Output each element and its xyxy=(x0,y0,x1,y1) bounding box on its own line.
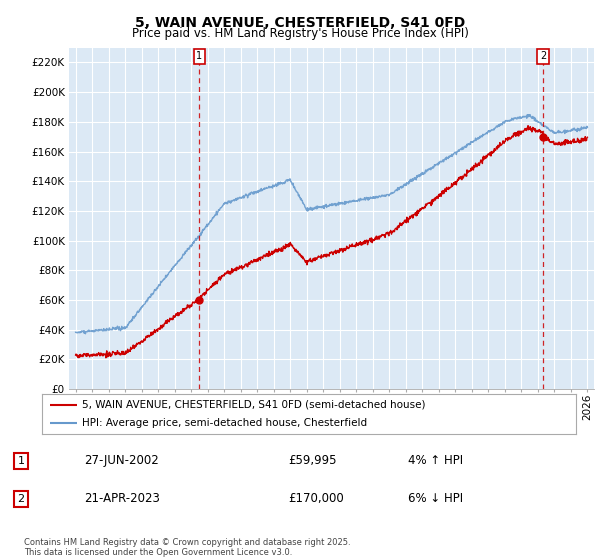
Text: £59,995: £59,995 xyxy=(288,454,337,468)
Text: 5, WAIN AVENUE, CHESTERFIELD, S41 0FD (semi-detached house): 5, WAIN AVENUE, CHESTERFIELD, S41 0FD (s… xyxy=(82,400,425,409)
Text: HPI: Average price, semi-detached house, Chesterfield: HPI: Average price, semi-detached house,… xyxy=(82,418,367,428)
Text: Price paid vs. HM Land Registry's House Price Index (HPI): Price paid vs. HM Land Registry's House … xyxy=(131,27,469,40)
Text: 5, WAIN AVENUE, CHESTERFIELD, S41 0FD: 5, WAIN AVENUE, CHESTERFIELD, S41 0FD xyxy=(135,16,465,30)
Text: 21-APR-2023: 21-APR-2023 xyxy=(84,492,160,506)
Text: 1: 1 xyxy=(17,456,25,466)
Text: Contains HM Land Registry data © Crown copyright and database right 2025.
This d: Contains HM Land Registry data © Crown c… xyxy=(24,538,350,557)
Text: 2: 2 xyxy=(17,494,25,504)
Text: 6% ↓ HPI: 6% ↓ HPI xyxy=(408,492,463,506)
Text: £170,000: £170,000 xyxy=(288,492,344,506)
Text: 1: 1 xyxy=(196,51,202,61)
Text: 4% ↑ HPI: 4% ↑ HPI xyxy=(408,454,463,468)
Text: 2: 2 xyxy=(540,51,546,61)
Text: 27-JUN-2002: 27-JUN-2002 xyxy=(84,454,159,468)
